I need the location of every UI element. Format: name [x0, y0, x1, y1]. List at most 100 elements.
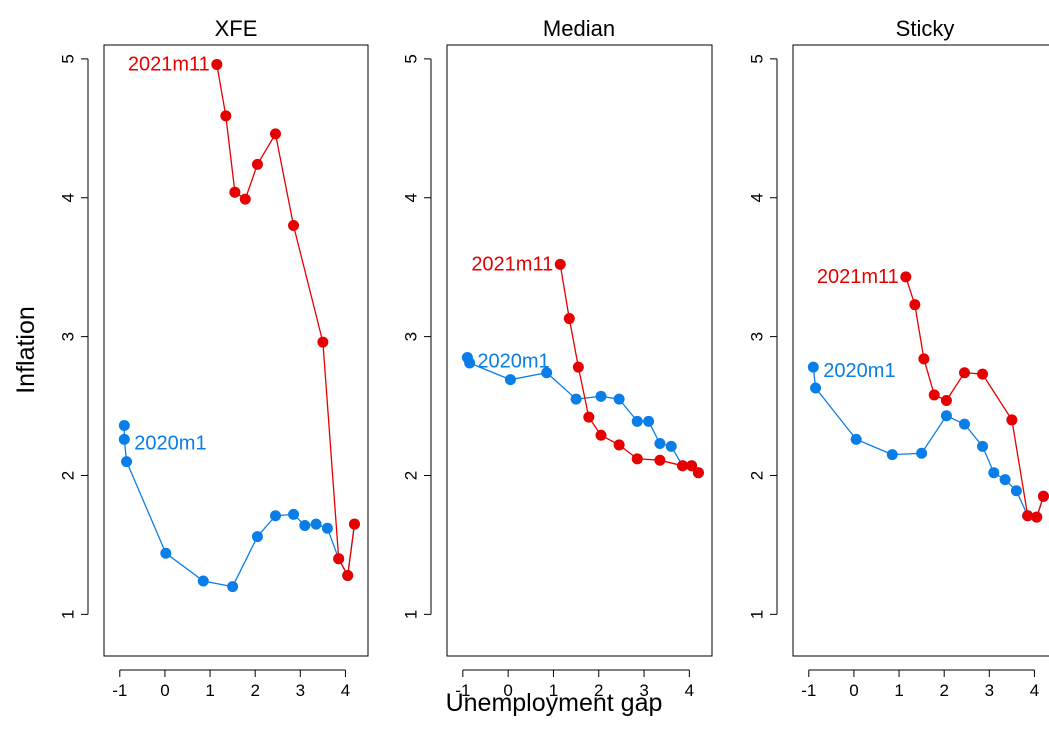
data-point	[571, 394, 582, 405]
data-point	[227, 581, 238, 592]
data-point	[1000, 474, 1011, 485]
y-tick-label: 3	[59, 332, 78, 341]
x-tick-label: 1	[549, 681, 558, 700]
series-label: 2020m1	[823, 360, 895, 382]
y-tick-label: 1	[59, 610, 78, 619]
panel-title: Sticky	[896, 16, 955, 41]
y-tick-label: 1	[402, 610, 421, 619]
data-point	[808, 362, 819, 373]
x-tick-label: -1	[801, 681, 816, 700]
y-tick-label: 2	[402, 471, 421, 480]
x-tick-label: 3	[985, 681, 994, 700]
y-tick-label: 4	[748, 193, 767, 202]
data-point	[342, 570, 353, 581]
plot-frame	[793, 45, 1049, 656]
data-point	[119, 434, 130, 445]
data-point	[693, 467, 704, 478]
data-point	[1011, 485, 1022, 496]
x-tick-label: 1	[205, 681, 214, 700]
series-2020m1: 2020m1	[119, 420, 360, 592]
series-label: 2020m1	[477, 350, 549, 372]
plot-frame	[104, 45, 368, 656]
data-point	[573, 362, 584, 373]
data-point	[887, 449, 898, 460]
x-tick-label: 0	[503, 681, 512, 700]
y-tick-label: 3	[402, 332, 421, 341]
y-tick-label: 5	[748, 54, 767, 63]
x-tick-label: 3	[639, 681, 648, 700]
data-point	[654, 438, 665, 449]
data-point	[252, 159, 263, 170]
data-point	[810, 382, 821, 393]
data-point	[317, 337, 328, 348]
data-point	[299, 520, 310, 531]
series-line	[217, 64, 355, 575]
data-point	[632, 416, 643, 427]
data-point	[270, 510, 281, 521]
series-line	[906, 277, 1044, 517]
data-point	[654, 455, 665, 466]
data-point	[918, 353, 929, 364]
series-label: 2021m11	[471, 253, 553, 275]
data-point	[160, 548, 171, 559]
x-tick-label: 4	[1030, 681, 1039, 700]
x-tick-label: 4	[685, 681, 694, 700]
data-point	[322, 523, 333, 534]
data-point	[941, 395, 952, 406]
data-point	[596, 391, 607, 402]
data-point	[1038, 491, 1049, 502]
x-tick-label: 4	[341, 681, 350, 700]
data-point	[288, 509, 299, 520]
x-tick-label: 2	[939, 681, 948, 700]
x-tick-label: 2	[594, 681, 603, 700]
data-point	[929, 389, 940, 400]
data-point	[240, 194, 251, 205]
y-tick-label: 5	[402, 54, 421, 63]
series-2021m11: 2021m11	[817, 266, 1049, 523]
x-tick-label: 0	[849, 681, 858, 700]
data-point	[941, 410, 952, 421]
data-point	[916, 448, 927, 459]
data-point	[900, 271, 911, 282]
data-point	[959, 367, 970, 378]
series-line	[467, 357, 698, 472]
x-tick-label: 0	[160, 681, 169, 700]
data-point	[909, 299, 920, 310]
x-tick-label: 1	[894, 681, 903, 700]
series-2020m1: 2020m1	[808, 360, 1049, 522]
y-tick-label: 3	[748, 332, 767, 341]
panel-sticky: Sticky	[793, 16, 1049, 656]
panel-title: XFE	[215, 16, 258, 41]
data-point	[596, 430, 607, 441]
y-tick-label: 5	[59, 54, 78, 63]
data-point	[270, 128, 281, 139]
x-tick-label: 2	[250, 681, 259, 700]
data-point	[851, 434, 862, 445]
series-label: 2021m11	[128, 53, 210, 75]
x-tick-label: 3	[296, 681, 305, 700]
data-point	[311, 519, 322, 530]
data-point	[1006, 414, 1017, 425]
data-point	[333, 553, 344, 564]
data-point	[288, 220, 299, 231]
data-point	[252, 531, 263, 542]
panel-xfe: XFE	[104, 16, 368, 656]
y-tick-label: 2	[59, 471, 78, 480]
y-axis-label: Inflation	[12, 306, 40, 394]
x-tick-label: -1	[112, 681, 127, 700]
data-point	[583, 412, 594, 423]
data-point	[666, 441, 677, 452]
data-point	[959, 419, 970, 430]
data-point	[121, 456, 132, 467]
data-point	[220, 110, 231, 121]
data-point	[614, 439, 625, 450]
y-tick-label: 4	[402, 193, 421, 202]
data-point	[198, 576, 209, 587]
data-point	[614, 394, 625, 405]
series-2021m11: 2021m11	[128, 53, 360, 581]
series-line	[813, 367, 1043, 517]
panel-title: Median	[543, 16, 615, 41]
data-point	[211, 59, 222, 70]
data-point	[505, 374, 516, 385]
